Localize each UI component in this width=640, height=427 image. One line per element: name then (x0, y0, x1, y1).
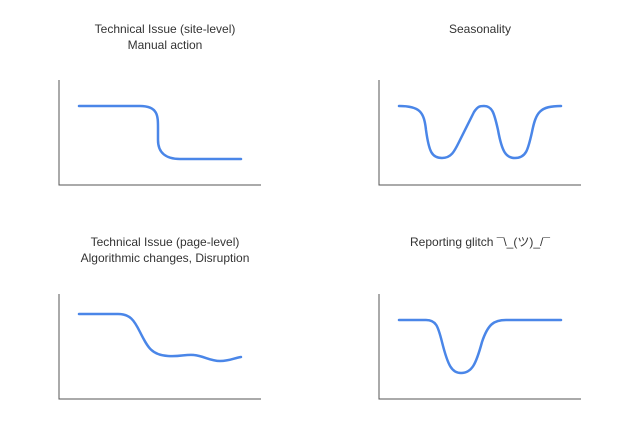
panel-subtitle: Algorithmic changes, Disruption (81, 251, 250, 265)
panel-site-level: Technical Issue (site-level) Manual acti… (58, 22, 261, 186)
panel-title: Technical Issue (page-level) (91, 235, 240, 249)
panel-reporting-glitch: Reporting glitch ¯\_(ツ)_/¯ (378, 235, 581, 400)
trend-curve (397, 318, 563, 375)
axes (58, 80, 261, 186)
panel-title: Seasonality (449, 22, 511, 36)
axes (378, 294, 581, 400)
axes (58, 294, 261, 400)
panel-seasonality: Seasonality (378, 22, 581, 186)
trend-curve (77, 104, 243, 161)
trend-curve (77, 312, 243, 363)
panel-page-level: Technical Issue (page-level) Algorithmic… (58, 235, 261, 400)
panel-title: Reporting glitch ¯\_(ツ)_/¯ (410, 235, 550, 249)
panel-subtitle: Manual action (128, 38, 203, 52)
axes (378, 80, 581, 186)
trend-curve (397, 104, 563, 160)
panel-title: Technical Issue (site-level) (95, 22, 236, 36)
